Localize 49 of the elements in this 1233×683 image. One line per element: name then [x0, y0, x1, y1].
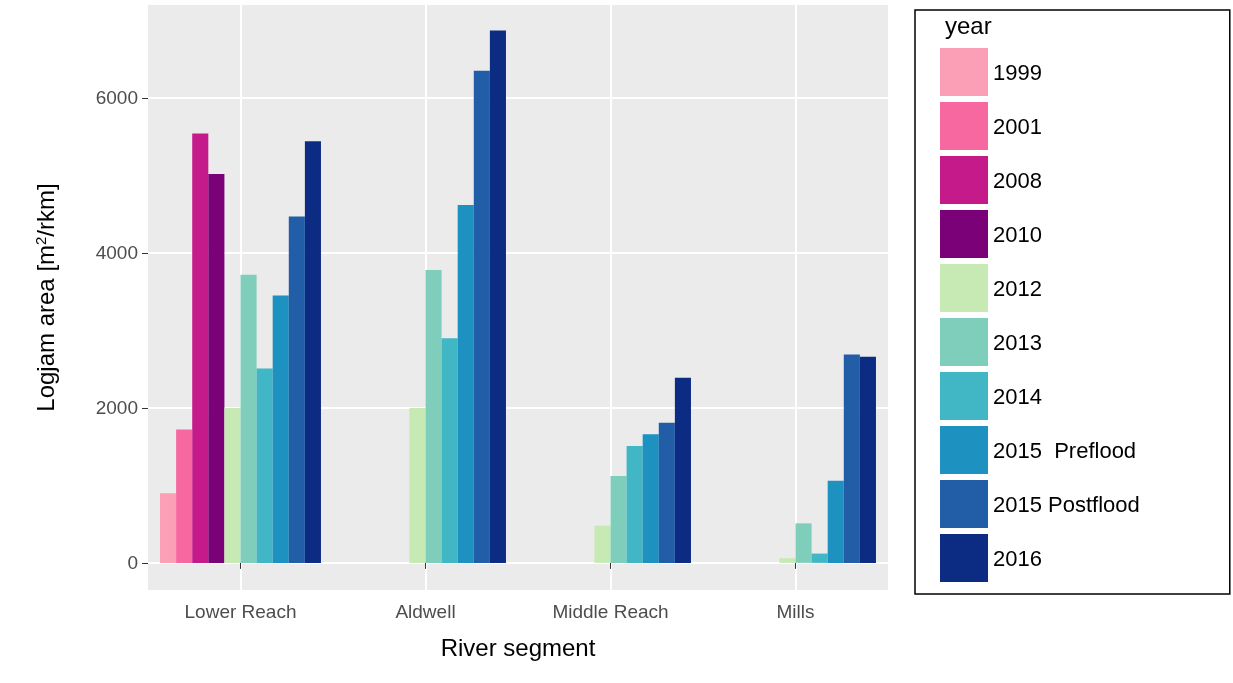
x-tick-label: Aldwell [395, 601, 456, 622]
x-axis-title: River segment [440, 633, 596, 661]
bar [272, 295, 289, 563]
bar [160, 493, 177, 563]
bar [811, 553, 828, 563]
x-tick-label: Lower Reach [184, 601, 297, 622]
legend-label: 2001 [993, 113, 1042, 139]
bar [843, 354, 860, 563]
bar [626, 445, 643, 563]
y-tick-label: 4000 [95, 242, 138, 264]
bar [594, 525, 611, 563]
bar [288, 216, 305, 563]
y-tick-label: 6000 [95, 87, 138, 109]
bar [642, 434, 659, 563]
bar [441, 338, 458, 563]
legend-title: year [945, 11, 992, 39]
x-tick-label: Mills [776, 601, 815, 622]
bar [425, 269, 442, 563]
bar [240, 274, 257, 563]
legend-label: 2008 [993, 167, 1042, 193]
x-tick-label: Middle Reach [552, 601, 669, 622]
y-tick-label: 2000 [95, 397, 138, 419]
legend-label: 2010 [993, 221, 1042, 247]
bar [208, 173, 225, 563]
legend-label: 2014 [993, 383, 1042, 409]
legend-label: 2016 [993, 545, 1042, 571]
legend-label: 2013 [993, 329, 1042, 355]
bar [610, 476, 627, 563]
bar [176, 429, 193, 563]
y-tick-label: 0 [127, 552, 138, 574]
bar [473, 70, 490, 563]
bar [457, 204, 474, 563]
bar [779, 558, 796, 563]
legend-label: 2015 Preflood [993, 437, 1137, 463]
legend-label: 2012 [993, 275, 1042, 301]
bar [827, 480, 844, 563]
bar [489, 30, 506, 563]
bar [224, 407, 241, 563]
bar [409, 407, 426, 563]
legend-label: 2015 Postflood [993, 491, 1140, 517]
bar [256, 368, 273, 563]
bar [795, 523, 812, 563]
bar [304, 141, 321, 563]
bar [192, 133, 209, 563]
bar [859, 356, 876, 563]
bar [658, 422, 675, 563]
y-axis-title: Logjam area [m2/rkm] [32, 183, 59, 412]
bar [674, 377, 691, 563]
legend-label: 1999 [993, 59, 1042, 85]
